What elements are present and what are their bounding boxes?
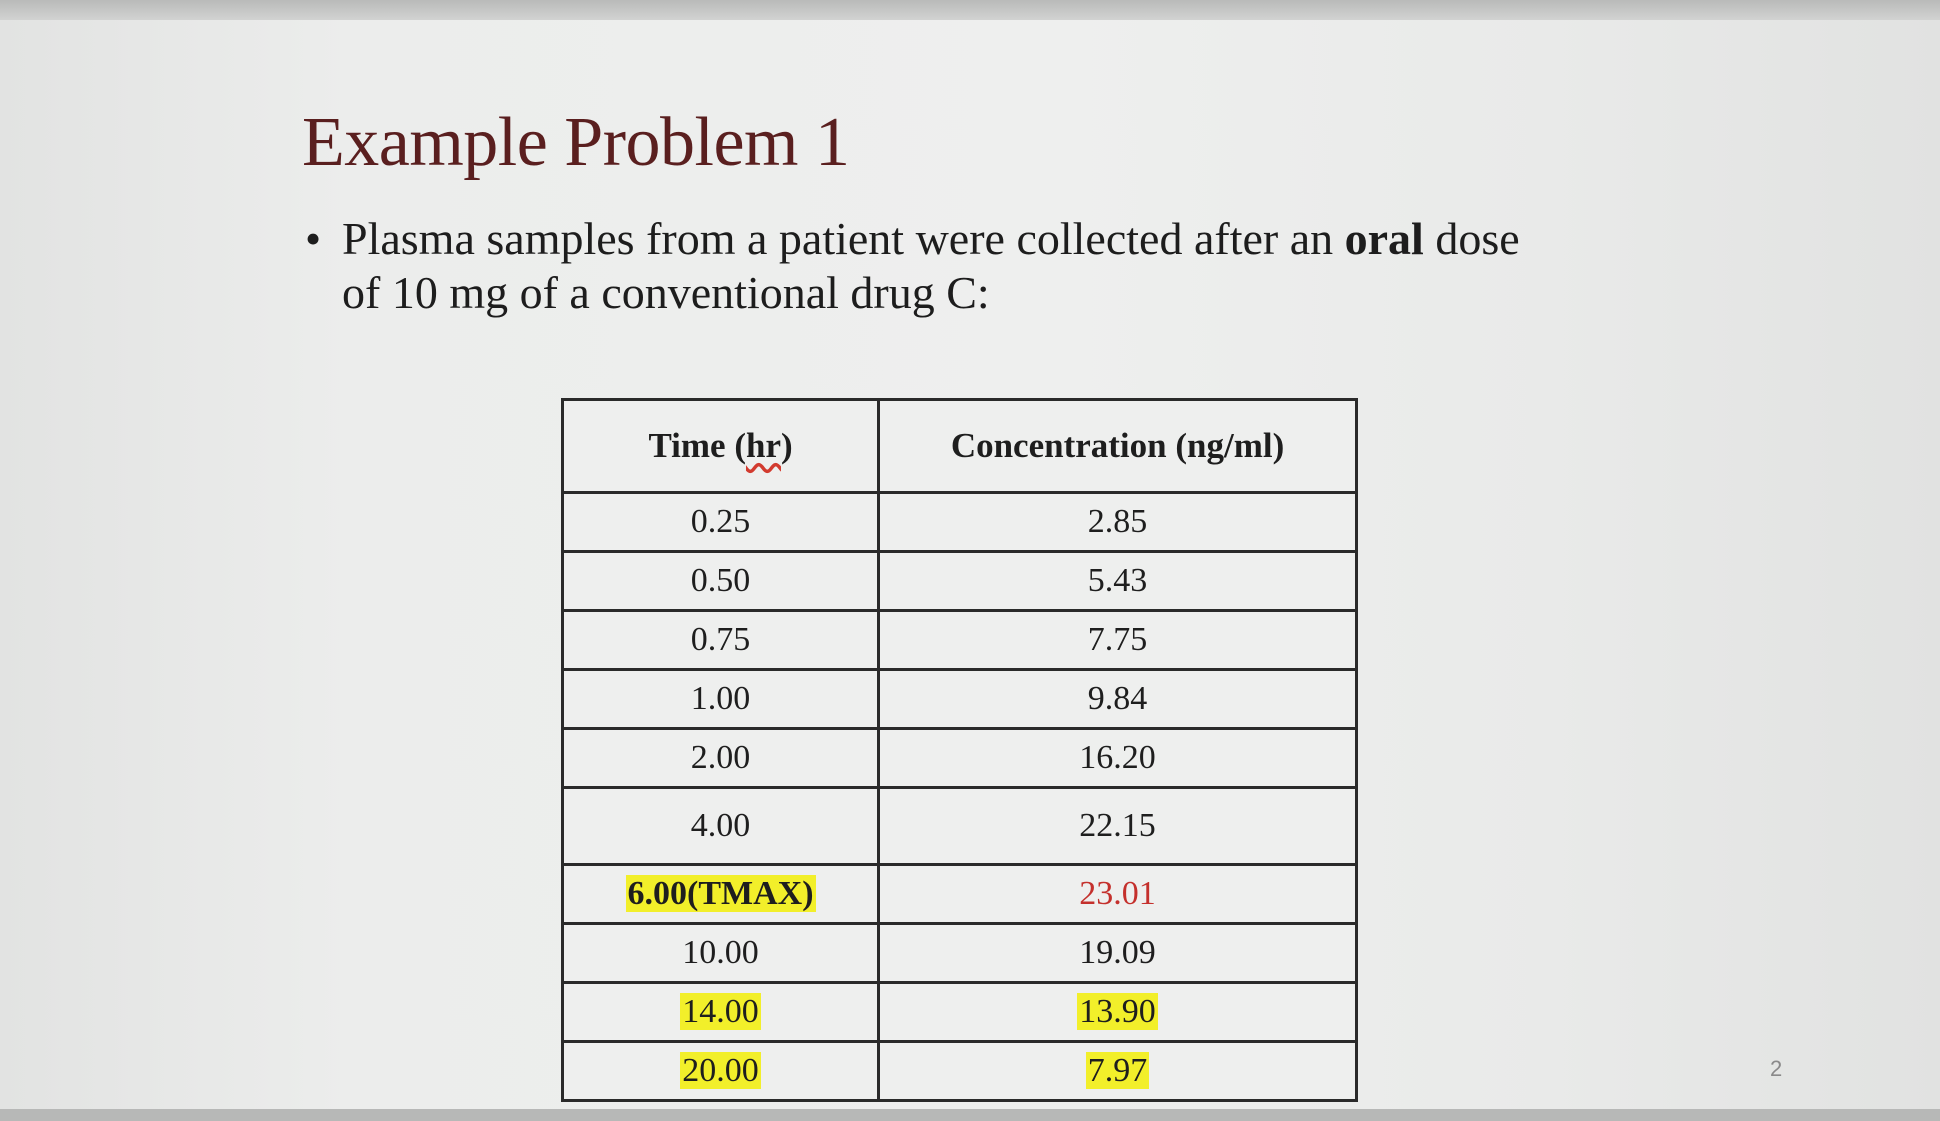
time-cell: 10.00	[560, 922, 881, 984]
slide-page-number: 2	[1770, 1056, 1783, 1081]
time-cell: 4.00	[560, 786, 881, 866]
bullet-icon: •	[305, 213, 322, 264]
highlighted-concentration: 13.90	[1077, 993, 1158, 1030]
concentration-cell: 19.09	[877, 922, 1358, 984]
concentration-cell: 2.85	[877, 491, 1358, 553]
concentration-cell-tmax: 23.01	[877, 863, 1358, 925]
time-cell: 20.00	[560, 1040, 881, 1102]
time-cell: 0.25	[560, 491, 881, 553]
highlighted-time: 20.00	[680, 1052, 761, 1089]
concentration-cell: 13.90	[877, 981, 1358, 1043]
table-row-highlighted: 20.00 7.97	[560, 1040, 1358, 1102]
header-time: Time (hr)	[560, 398, 881, 494]
spellcheck-underlined-unit: hr	[745, 426, 781, 465]
table-row: 0.50 5.43	[560, 550, 1358, 612]
pharmacokinetic-data-table: Time (hr) Concentration (ng/ml) 0.25 2.8…	[560, 398, 1358, 1102]
highlighted-concentration: 7.97	[1085, 1052, 1150, 1089]
time-cell-tmax: 6.00(TMAX)	[560, 863, 881, 925]
time-cell: 0.50	[560, 550, 881, 612]
time-cell: 14.00	[560, 981, 881, 1043]
table-row: 2.00 16.20	[560, 727, 1358, 789]
bullet-text-part-1: Plasma samples from a patient were colle…	[342, 213, 1345, 264]
table-row: 4.00 22.15	[560, 786, 1358, 866]
screen-bottom-edge	[0, 1109, 1940, 1121]
concentration-cell: 7.97	[877, 1040, 1358, 1102]
header-concentration: Concentration (ng/ml)	[877, 398, 1358, 494]
bullet-text-bold: oral	[1344, 213, 1424, 264]
highlighted-time: 14.00	[680, 993, 761, 1030]
concentration-cell: 7.75	[877, 609, 1358, 671]
bullet-text: Plasma samples from a patient were colle…	[342, 212, 1542, 320]
time-cell: 1.00	[560, 668, 881, 730]
concentration-cell: 5.43	[877, 550, 1358, 612]
table-row: 0.25 2.85	[560, 491, 1358, 553]
table-row: 1.00 9.84	[560, 668, 1358, 730]
highlighted-time: 6.00(TMAX)	[625, 875, 816, 912]
table-header-row: Time (hr) Concentration (ng/ml)	[560, 398, 1358, 494]
table-row: 10.00 19.09	[560, 922, 1358, 984]
table-row-tmax: 6.00(TMAX) 23.01	[560, 863, 1358, 925]
time-cell: 0.75	[560, 609, 881, 671]
concentration-cell: 22.15	[877, 786, 1358, 866]
time-cell: 2.00	[560, 727, 881, 789]
concentration-cell: 16.20	[877, 727, 1358, 789]
concentration-cell: 9.84	[877, 668, 1358, 730]
slide-title: Example Problem 1	[302, 104, 850, 181]
bullet-text-part-2: dose of 10 mg of a conventional drug C:	[342, 213, 1520, 318]
table-row-highlighted: 14.00 13.90	[560, 981, 1358, 1043]
red-concentration: 23.01	[1079, 875, 1156, 912]
table-row: 0.75 7.75	[560, 609, 1358, 671]
screen-top-edge	[0, 0, 1940, 22]
